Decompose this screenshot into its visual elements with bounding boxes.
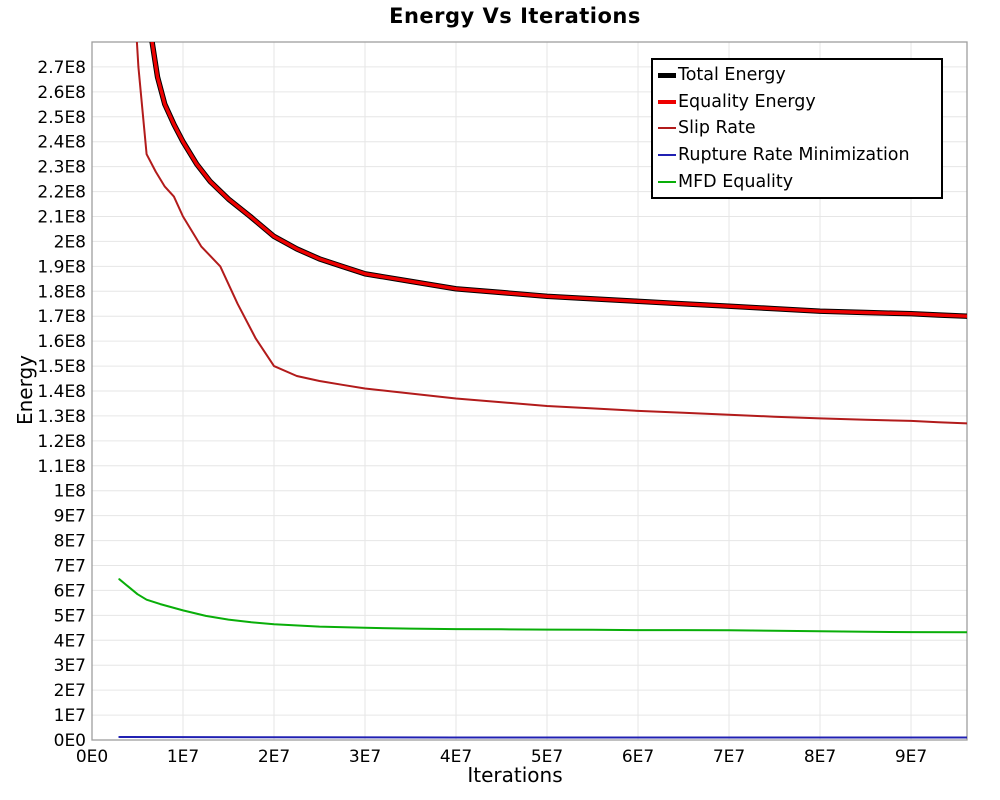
y-tick-label: 1E7: [54, 706, 86, 726]
y-tick-label: 1.5E8: [37, 357, 86, 377]
x-tick-label: 6E7: [622, 747, 654, 767]
series-line-mfd-equality: [118, 578, 967, 634]
x-tick-label: 5E7: [531, 747, 563, 767]
y-axis-title: Energy: [13, 354, 37, 426]
x-tick-label: 0E0: [76, 747, 108, 767]
legend-item-equality-energy: Equality Energy: [658, 92, 941, 112]
x-tick-label: 1E7: [167, 747, 199, 767]
legend-item-slip-rate: Slip Rate: [658, 118, 941, 138]
y-tick-label: 8E7: [54, 532, 86, 552]
tick-labels: 0E0 1E7 2E7 3E7 4E7 5E7 6E7 7E7 8E7 9E7 0E0 1E7 2E7 3…: [37, 58, 927, 767]
y-tick-label: 1.6E8: [37, 332, 86, 352]
legend-item-mfd-equality: MFD Equality: [658, 172, 941, 192]
y-tick-label: 2E7: [54, 681, 86, 701]
y-tick-label: 2.3E8: [37, 158, 86, 178]
total-energy-line-swatch: [658, 72, 676, 78]
y-tick-label: 6E7: [54, 581, 86, 601]
x-tick-label: 4E7: [440, 747, 472, 767]
legend-item-total-energy: Total Energy: [658, 65, 941, 85]
legend: Total Energy Equality Energy Slip Rate R…: [651, 58, 943, 199]
x-tick-label: 7E7: [713, 747, 745, 767]
y-tick-label: 7E7: [54, 557, 86, 577]
x-tick-label: 9E7: [895, 747, 927, 767]
y-tick-label: 9E7: [54, 507, 86, 527]
series-line-slip-rate: [135, 42, 967, 425]
x-tick-label: 2E7: [258, 747, 290, 767]
rupture-rate-line-swatch: [658, 154, 676, 157]
equality-energy-line-swatch: [658, 100, 676, 104]
y-tick-label: 2.4E8: [37, 133, 86, 153]
x-axis-title: Iterations: [467, 763, 563, 787]
legend-item-rupture-rate-minimization: Rupture Rate Minimization: [658, 145, 941, 165]
legend-label: MFD Equality: [678, 171, 794, 192]
legend-label: Total Energy: [678, 65, 786, 86]
y-tick-label: 1.2E8: [37, 432, 86, 452]
mfd-equality-line-swatch: [658, 180, 676, 183]
y-tick-label: 2.1E8: [37, 208, 86, 228]
y-tick-label: 1.4E8: [37, 382, 86, 402]
y-tick-label: 2.5E8: [37, 108, 86, 128]
y-tick-label: 2.6E8: [37, 83, 86, 103]
y-tick-label: 4E7: [54, 631, 86, 651]
legend-label: Equality Energy: [678, 91, 816, 112]
plot-border: [91, 41, 968, 741]
series-line-equality-energy: [150, 42, 967, 318]
y-tick-label: 5E7: [54, 606, 86, 626]
series-curves: [118, 42, 967, 739]
x-tick-label: 3E7: [349, 747, 381, 767]
y-tick-label: 1.7E8: [37, 307, 86, 327]
y-tick-label: 2E8: [54, 232, 86, 252]
x-tick-label: 8E7: [804, 747, 836, 767]
y-tick-label: 1E8: [54, 482, 86, 502]
y-tick-label: 0E0: [54, 731, 86, 751]
y-tick-label: 1.9E8: [37, 257, 86, 277]
y-tick-label: 1.1E8: [37, 457, 86, 477]
series-line-rupture-rate-minimization: [118, 736, 967, 739]
y-tick-label: 2.7E8: [37, 58, 86, 78]
legend-label: Slip Rate: [678, 118, 756, 139]
slip-rate-line-swatch: [658, 127, 676, 130]
legend-label: Rupture Rate Minimization: [678, 145, 910, 166]
y-tick-label: 2.2E8: [37, 183, 86, 203]
y-tick-label: 3E7: [54, 656, 86, 676]
y-tick-label: 1.3E8: [37, 407, 86, 427]
chart-title: Energy Vs Iterations: [389, 4, 641, 28]
y-tick-label: 1.8E8: [37, 282, 86, 302]
